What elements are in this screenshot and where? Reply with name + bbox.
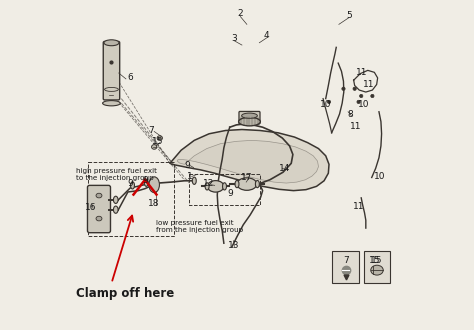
Ellipse shape bbox=[360, 94, 363, 98]
FancyBboxPatch shape bbox=[103, 42, 120, 100]
Ellipse shape bbox=[208, 181, 224, 192]
Text: 14: 14 bbox=[279, 164, 291, 173]
Text: low pressure fuel exit
from the injection group: low pressure fuel exit from the injectio… bbox=[156, 220, 244, 233]
Text: 9: 9 bbox=[185, 160, 191, 170]
Ellipse shape bbox=[102, 101, 120, 106]
Ellipse shape bbox=[152, 145, 157, 149]
Ellipse shape bbox=[205, 183, 209, 190]
Text: 17: 17 bbox=[241, 173, 253, 182]
Bar bbox=[332, 251, 359, 283]
Ellipse shape bbox=[149, 177, 159, 193]
Text: 10: 10 bbox=[374, 172, 386, 181]
Text: high pressure fuel exit
to the injection group: high pressure fuel exit to the injection… bbox=[76, 168, 157, 181]
Text: 1: 1 bbox=[186, 172, 192, 181]
Ellipse shape bbox=[237, 178, 257, 190]
Text: 16: 16 bbox=[85, 203, 97, 212]
Text: 11: 11 bbox=[353, 202, 365, 211]
Text: 11: 11 bbox=[350, 122, 362, 131]
Ellipse shape bbox=[328, 100, 331, 104]
Text: 12: 12 bbox=[203, 179, 215, 187]
Text: 9: 9 bbox=[228, 189, 233, 198]
Text: 8: 8 bbox=[347, 110, 353, 118]
Text: 9: 9 bbox=[142, 176, 148, 185]
Ellipse shape bbox=[222, 183, 227, 190]
Bar bbox=[364, 251, 391, 283]
Ellipse shape bbox=[104, 40, 119, 46]
FancyBboxPatch shape bbox=[88, 185, 110, 233]
Text: 7: 7 bbox=[343, 256, 349, 265]
Ellipse shape bbox=[371, 94, 374, 98]
Text: Clamp off here: Clamp off here bbox=[76, 287, 174, 300]
Text: 15: 15 bbox=[371, 256, 383, 265]
Ellipse shape bbox=[238, 117, 260, 126]
Ellipse shape bbox=[130, 182, 135, 189]
Ellipse shape bbox=[113, 196, 118, 204]
Text: 13: 13 bbox=[228, 241, 239, 250]
Ellipse shape bbox=[353, 87, 356, 90]
Ellipse shape bbox=[96, 193, 102, 198]
Text: 11: 11 bbox=[363, 80, 374, 89]
Bar bbox=[89, 162, 174, 236]
Text: 10: 10 bbox=[358, 100, 369, 109]
Ellipse shape bbox=[192, 177, 196, 184]
Text: 15: 15 bbox=[152, 137, 164, 146]
FancyBboxPatch shape bbox=[239, 112, 260, 124]
Ellipse shape bbox=[96, 216, 102, 221]
Text: 10: 10 bbox=[320, 100, 331, 109]
Bar bbox=[189, 174, 260, 205]
Text: 9: 9 bbox=[128, 179, 133, 187]
Text: 11: 11 bbox=[356, 69, 368, 78]
Ellipse shape bbox=[371, 265, 383, 275]
Text: 15: 15 bbox=[369, 256, 381, 265]
Text: 2: 2 bbox=[237, 9, 243, 18]
Ellipse shape bbox=[113, 206, 118, 213]
Ellipse shape bbox=[255, 181, 259, 188]
Ellipse shape bbox=[235, 181, 239, 188]
Ellipse shape bbox=[144, 179, 148, 186]
Text: 7: 7 bbox=[149, 126, 155, 135]
Ellipse shape bbox=[357, 100, 360, 104]
Text: 4: 4 bbox=[264, 31, 269, 40]
Ellipse shape bbox=[157, 136, 163, 140]
Ellipse shape bbox=[342, 87, 345, 90]
Polygon shape bbox=[170, 129, 329, 191]
Text: 5: 5 bbox=[346, 11, 352, 20]
Polygon shape bbox=[177, 140, 319, 183]
Text: 18: 18 bbox=[148, 199, 160, 208]
Text: 3: 3 bbox=[231, 34, 237, 43]
Text: 6: 6 bbox=[128, 73, 133, 82]
Ellipse shape bbox=[242, 113, 257, 118]
